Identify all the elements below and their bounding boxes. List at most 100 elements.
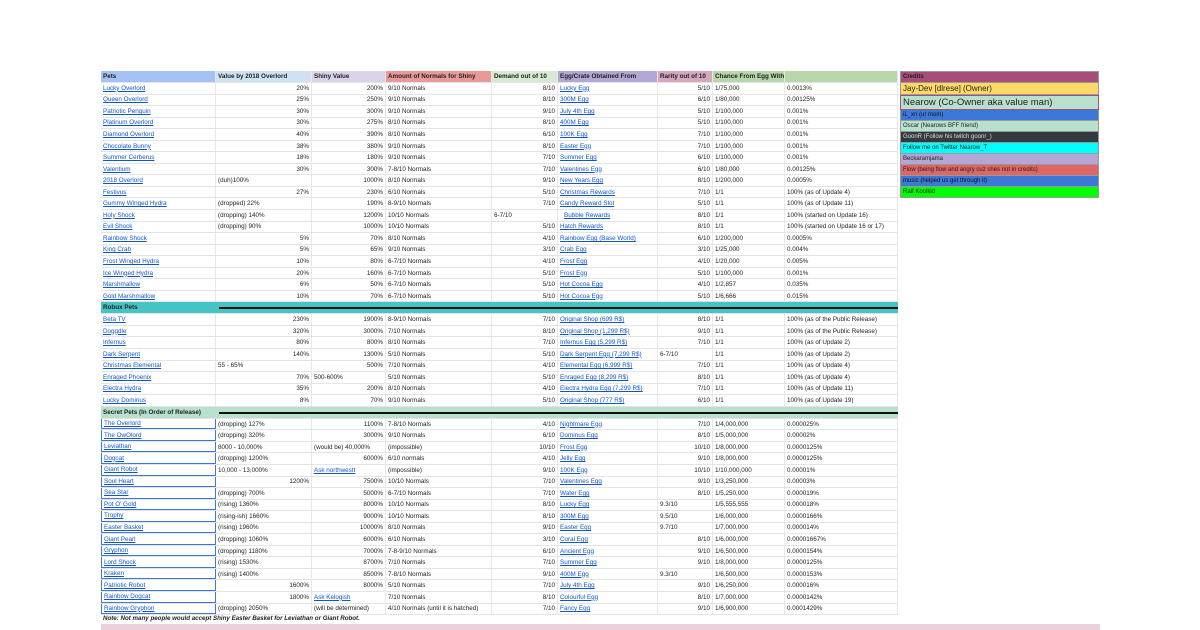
pet-name-link[interactable]: Enraged Phoenix — [103, 373, 152, 381]
egg-source-link[interactable]: New Years Egg — [560, 177, 604, 185]
pet-name-link[interactable]: Patriotic Robot — [104, 581, 146, 589]
shiny-value: 7500% — [363, 478, 383, 486]
pet-name-link[interactable]: Valentium — [103, 165, 131, 173]
pet-name-link[interactable]: Evil Shock — [103, 223, 133, 231]
pet-name-link[interactable]: Gummy Winged Hydra — [103, 200, 167, 208]
egg-source-link[interactable]: Hot Cocoa Egg — [560, 281, 603, 289]
pet-name-link[interactable]: Rainbow Gryphon — [104, 604, 155, 612]
pet-name-link[interactable]: Rainbow Shock — [103, 234, 147, 242]
pet-name-link[interactable]: King Crab — [103, 246, 132, 254]
shiny-value-link[interactable]: Ask Kelogish — [314, 593, 351, 601]
pet-name-link[interactable]: 2018 Overlord — [103, 177, 143, 185]
column-header[interactable]: Chance From Egg With Out Luck Gamepass — [713, 71, 847, 82]
pet-name-link[interactable]: Frost Winged Hydra — [103, 257, 159, 265]
egg-source-link[interactable]: Summer Egg — [560, 559, 597, 567]
pet-name-link[interactable]: Kraken — [104, 570, 124, 578]
egg-source-link[interactable]: Dark Serpent Egg (7,299 R$) — [560, 350, 642, 358]
egg-source-link[interactable]: Crab Egg — [560, 246, 587, 254]
egg-source-link[interactable]: Jelly Egg — [560, 455, 586, 463]
egg-source-link[interactable]: Original Shop (699 R$) — [560, 316, 625, 324]
egg-source-link[interactable]: Valentines Egg — [560, 165, 602, 173]
pet-name-link[interactable]: Giant Robot — [104, 466, 138, 474]
egg-source-link[interactable]: Candy Reward Slot — [560, 200, 615, 208]
egg-source-link[interactable]: Summer Egg — [560, 154, 597, 162]
pet-name-link[interactable]: Easter Basket — [104, 523, 144, 531]
column-header[interactable] — [785, 71, 898, 82]
pet-name-link[interactable]: The OwOlord — [104, 431, 142, 439]
egg-source-link[interactable]: Frost Egg — [560, 257, 588, 265]
egg-source-link[interactable]: Ancient Egg — [560, 547, 594, 555]
pet-name-link[interactable]: Diamond Overlord — [103, 130, 155, 138]
column-header[interactable]: Amount of Normals for Shiny — [386, 71, 492, 82]
egg-source-link[interactable]: Enraged Egg (8,299 R$) — [560, 373, 629, 381]
egg-source-link[interactable]: Infernus Egg (5,299 R$) — [560, 339, 628, 347]
column-header[interactable]: Shiny Value — [312, 71, 386, 82]
egg-source-link[interactable]: Frost Egg — [560, 443, 588, 451]
egg-source-link[interactable]: Hot Cocoa Egg — [560, 292, 603, 300]
egg-source-link[interactable]: Lucky Egg — [560, 501, 590, 509]
egg-source-link[interactable]: 100K Egg — [560, 466, 588, 474]
egg-source-link[interactable]: Bubble Rewards — [564, 211, 611, 219]
pet-name-link[interactable]: Patriotic Penguin — [103, 107, 151, 115]
pet-name-link[interactable]: Queen Overlord — [103, 96, 148, 104]
egg-source-link[interactable]: Coral Egg — [560, 536, 589, 543]
pet-name-link[interactable]: Beta TV — [103, 316, 126, 324]
pet-name-link[interactable]: Marshmallow — [103, 281, 141, 289]
egg-source-link[interactable]: Dominus Egg — [560, 432, 598, 440]
pet-name-link[interactable]: Lucky Dominus — [103, 396, 147, 404]
pet-name-link[interactable]: Sea Star — [104, 489, 129, 497]
egg-source-link[interactable]: Valentines Egg — [560, 478, 602, 486]
pet-name-link[interactable]: Electra Hydra — [103, 385, 142, 393]
pet-name-link[interactable]: Dark Serpent — [103, 350, 141, 358]
egg-source-link[interactable]: Colourful Egg — [560, 593, 599, 601]
egg-source-link[interactable]: Fancy Egg — [560, 605, 591, 613]
egg-source-link[interactable]: Original Shop (777 R$) — [560, 396, 625, 404]
pet-name-link[interactable]: Gold Marshmallow — [103, 292, 156, 300]
pet-name-link[interactable]: Lucky Overlord — [103, 84, 146, 92]
pet-name-link[interactable]: Pot O' Gold — [104, 500, 137, 508]
pet-name-link[interactable]: Rainbow Dogcat — [104, 593, 151, 601]
egg-source-link[interactable]: Electra Hydra Egg (7,299 R$) — [560, 385, 643, 393]
column-header[interactable]: Pets — [101, 71, 216, 82]
pet-name-link[interactable]: Trophy — [104, 512, 124, 520]
pet-name-link[interactable]: Festivus — [103, 188, 127, 196]
egg-source-link[interactable]: 300M Egg — [560, 512, 589, 520]
egg-source-link[interactable]: Nightmare Egg — [560, 420, 602, 428]
column-header[interactable]: Value by 2018 Overlord — [216, 71, 312, 82]
egg-source-link[interactable]: 300M Egg — [560, 96, 589, 104]
egg-source-link[interactable]: 400M Egg — [560, 119, 589, 127]
column-header[interactable]: Demand out of 10 — [492, 71, 558, 82]
pet-name-link[interactable]: Infernus — [103, 339, 126, 347]
egg-source-link[interactable]: 100K Egg — [560, 130, 588, 138]
pet-name-link[interactable]: Doggdle — [103, 327, 127, 335]
egg-source-link[interactable]: Hatch Rewards — [560, 223, 604, 231]
pet-name-link[interactable]: Christmas Elemental — [103, 362, 162, 370]
pet-name-link[interactable]: Dogcat — [104, 454, 124, 462]
pet-name-link[interactable]: Giant Pearl — [104, 535, 136, 543]
shiny-value-link[interactable]: Ask northwestt — [314, 466, 356, 474]
pet-name-link[interactable]: Holy Shock — [103, 211, 135, 219]
egg-source-link[interactable]: Elemental Egg (6,999 R$) — [560, 362, 633, 370]
pet-name-link[interactable]: Soul Heart — [104, 477, 134, 485]
pet-name-link[interactable]: Leviathan — [104, 443, 132, 451]
egg-source-link[interactable]: Christmas Rewards — [560, 188, 615, 196]
pet-name-link[interactable]: Summer Cerberus — [103, 154, 155, 162]
egg-source-link[interactable]: Original Shop (1,299 R$) — [560, 327, 630, 335]
pet-name-link[interactable]: Ice Winged Hydra — [103, 269, 154, 277]
egg-source-link[interactable]: July 4th Egg — [560, 107, 595, 115]
egg-source-link[interactable]: July 4th Egg — [560, 582, 595, 590]
pet-name-link[interactable]: Lord Shock — [104, 558, 136, 566]
pet-name-link[interactable]: Chocolate Bunny — [103, 142, 151, 150]
egg-source-link[interactable]: Rainbow Egg (Base World) — [560, 234, 636, 242]
pet-name-link[interactable]: The Overlord — [104, 420, 141, 428]
egg-source-link[interactable]: Lucky Egg — [560, 84, 590, 92]
egg-source-link[interactable]: 400M Egg — [560, 570, 589, 578]
pet-name-link[interactable]: Platinum Overlord — [103, 119, 154, 127]
pet-name-link[interactable]: Gryphon — [104, 547, 129, 555]
column-header[interactable]: Egg/Crate Obtained From — [558, 71, 658, 82]
egg-source-link[interactable]: Frost Egg — [560, 269, 588, 277]
column-header[interactable]: Rarity out of 10 — [658, 71, 713, 82]
egg-source-link[interactable]: Easter Egg — [560, 142, 592, 150]
egg-source-link[interactable]: Easter Egg — [560, 524, 592, 532]
egg-source-link[interactable]: Water Egg — [560, 489, 590, 497]
